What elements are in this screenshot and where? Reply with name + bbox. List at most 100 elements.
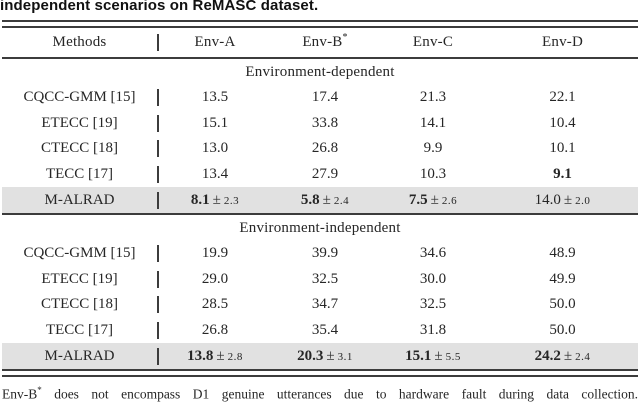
result-mean: 29.0 [201,270,229,287]
result-value: 29.0 [159,271,271,288]
result-mean: 50.0 [549,296,576,313]
method-name: TECC [17] [2,165,159,183]
table-row: M-ALRAD 13.8 ±2.8 20.3 ±3.1 15.1 ±5.5 24.2 ±2.4 [2,343,638,369]
result-value: 10.4 [487,115,638,132]
footnote-text: does not encompass D1 genuine utterances… [41,386,638,402]
result-value: 50.0 [487,296,638,313]
section-divider-rule [2,213,638,215]
result-mean: 15.1 [201,114,229,131]
result-value: 49.9 [487,271,638,288]
table-footnote: Env-B* does not encompass D1 genuine utt… [2,385,638,403]
result-value: 5.8 ±2.4 [271,192,379,209]
result-mean: 34.7 [311,296,339,313]
section-title: Environment-dependent [245,63,395,80]
result-mean: 13.8 [187,347,214,364]
result-value: 10.1 [487,140,638,157]
result-stddev: 2.3 [223,194,240,207]
table-rule-top [2,20,638,28]
result-mean: 21.3 [419,89,447,106]
result-value: 9.1 [487,166,638,183]
result-mean: 9.1 [553,165,572,182]
section-title: Environment-independent [239,219,401,236]
result-value: 14.0 ±2.0 [487,192,638,209]
plus-minus-sign: ± [326,347,335,364]
result-mean: 33.8 [311,114,339,131]
column-header-env-b: Env-B* [271,32,379,51]
result-mean: 17.4 [311,89,339,106]
result-mean: 10.4 [549,114,576,131]
result-stddev: 2.6 [441,194,458,207]
result-mean: 13.5 [201,89,229,106]
method-name: ETECC [19] [2,114,159,132]
result-stddev: 5.5 [445,350,461,363]
result-value: 32.5 [379,296,487,313]
result-mean: 9.9 [423,140,443,157]
result-mean: 50.0 [549,321,576,338]
plus-minus-sign: ± [212,191,221,208]
result-mean: 35.4 [311,321,339,338]
result-value: 13.5 [159,89,271,106]
result-mean: 32.5 [311,270,339,287]
method-name: CQCC-GMM [15] [2,89,159,107]
result-value: 15.1 [159,115,271,132]
result-mean: 20.3 [297,347,324,364]
result-value: 34.6 [379,245,487,262]
result-mean: 8.1 [190,191,210,208]
result-value: 14.1 [379,115,487,132]
result-stddev: 2.4 [575,350,591,363]
table-caption-text: independent scenarios on ReMASC dataset. [0,0,319,13]
method-name: M-ALRAD [2,191,159,209]
result-mean: 26.8 [201,321,229,338]
result-mean: 34.6 [419,245,447,262]
result-value: 48.9 [487,245,638,262]
method-name: CQCC-GMM [15] [2,245,159,263]
method-name: CTECC [18] [2,140,159,158]
result-mean: 48.9 [549,245,576,262]
result-value: 27.9 [271,166,379,183]
column-header-asterisk: * [342,32,348,43]
result-value: 20.3 ±3.1 [271,348,379,365]
result-value: 7.5 ±2.6 [379,192,487,209]
result-value: 26.8 [271,140,379,157]
plus-minus-sign: ± [430,191,439,208]
plus-minus-sign: ± [563,191,573,208]
plus-minus-sign: ± [322,191,331,208]
result-stddev: 2.8 [227,350,243,363]
result-mean: 27.9 [311,165,339,182]
method-name: TECC [17] [2,321,159,339]
method-name: ETECC [19] [2,270,159,288]
result-value: 24.2 ±2.4 [487,348,638,365]
result-value: 15.1 ±5.5 [379,348,487,365]
column-header-label: Env-C [412,34,454,50]
table-rule-bottom [2,369,638,377]
result-value: 39.9 [271,245,379,262]
result-value: 50.0 [487,322,638,339]
plus-minus-sign: ± [216,347,225,364]
table-row: CQCC-GMM [15] 13.5 17.4 21.3 22.1 [2,85,638,111]
result-stddev: 3.1 [337,350,353,363]
column-header-label: Env-A [194,34,236,50]
result-mean: 31.8 [419,321,447,338]
column-header-label: Env-D [542,34,583,50]
result-value: 32.5 [271,271,379,288]
result-mean: 26.8 [311,140,339,157]
table-row: CQCC-GMM [15] 19.9 39.9 34.6 48.9 [2,241,638,267]
result-value: 33.8 [271,115,379,132]
result-mean: 15.1 [405,347,432,364]
result-value: 30.0 [379,271,487,288]
plus-minus-sign: ± [563,347,573,364]
result-value: 26.8 [159,322,271,339]
result-mean: 13.0 [201,140,229,157]
method-name: CTECC [18] [2,296,159,314]
result-mean: 39.9 [311,245,339,262]
result-mean: 10.1 [549,140,576,157]
table-body: Environment-dependent CQCC-GMM [15] 13.5 17… [2,59,638,369]
result-value: 17.4 [271,89,379,106]
results-table: Methods Env-A Env-B* Env-C Env-D Environmen… [2,20,638,377]
result-mean: 24.2 [534,347,561,364]
table-row: ETECC [19] 15.1 33.8 14.1 10.4 [2,111,638,137]
result-mean: 14.0 [534,191,561,208]
result-value: 19.9 [159,245,271,262]
column-header-env-c: Env-C [379,34,487,51]
result-mean: 14.1 [419,114,447,131]
